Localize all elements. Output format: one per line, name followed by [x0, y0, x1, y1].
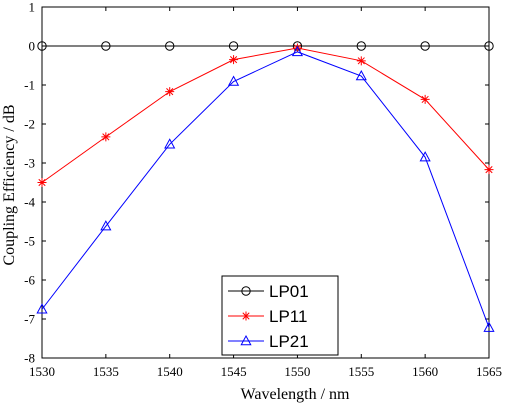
data-point	[419, 151, 431, 162]
data-point	[165, 87, 175, 97]
y-tick-label: -1	[24, 78, 35, 93]
legend-label: LP11	[269, 307, 307, 326]
data-point	[484, 165, 494, 175]
data-point	[229, 55, 239, 65]
series-line	[41, 51, 490, 328]
data-point	[101, 41, 111, 51]
x-axis-label: Wavelength / nm	[241, 386, 350, 403]
x-tick-label: 1535	[93, 364, 119, 379]
x-tick-label: 1540	[157, 364, 183, 379]
data-point	[36, 303, 48, 314]
data-point	[228, 41, 239, 51]
data-point	[484, 41, 494, 51]
series-lp01	[37, 41, 494, 51]
y-tick-label: -5	[24, 234, 35, 249]
legend-item-lp01: LP01	[228, 282, 309, 301]
series-line	[41, 47, 490, 183]
data-point	[165, 41, 175, 51]
y-axis-label: Coupling Efficiency / dB	[1, 104, 18, 265]
legend-marker	[241, 311, 251, 321]
x-tick-label: 1545	[221, 364, 247, 379]
data-point	[483, 321, 495, 332]
data-point	[37, 41, 47, 51]
series-lp21	[36, 45, 495, 332]
data-point	[420, 41, 430, 51]
legend-label: LP01	[269, 282, 309, 301]
legend-label: LP21	[269, 332, 309, 351]
data-point	[356, 41, 366, 51]
x-tick-label: 1550	[284, 364, 310, 379]
data-point	[100, 220, 112, 231]
legend: LP01 LP11 LP21	[221, 275, 339, 356]
x-tick-label: 1565	[476, 364, 502, 379]
y-tick-label: -7	[24, 312, 35, 327]
data-point	[164, 138, 176, 149]
y-tick-label: -6	[24, 273, 35, 288]
y-tick-label: 1	[29, 0, 36, 15]
data-point	[37, 178, 47, 187]
y-tick-label: -2	[24, 117, 35, 132]
data-point	[420, 94, 430, 104]
legend-item-lp21: LP21	[228, 332, 309, 351]
x-tick-label: 1560	[412, 364, 438, 379]
data-point	[355, 69, 367, 81]
series-layer	[36, 41, 495, 332]
y-tick-label: -3	[24, 156, 35, 171]
data-point	[292, 43, 302, 53]
y-tick-label: 0	[29, 39, 36, 54]
series-lp11	[37, 43, 494, 187]
x-tick-label: 1530	[29, 364, 55, 379]
legend-marker	[240, 334, 252, 346]
data-point	[291, 45, 304, 57]
y-tick-label: -4	[24, 195, 35, 210]
axis-ticks: 1530 1535 1540 1545 1550 1555 1560 1565 1 0 -1 -2 -3…	[24, 0, 502, 379]
x-tick-label: 1555	[348, 364, 374, 379]
data-point	[101, 132, 111, 142]
data-point	[227, 75, 240, 86]
legend-marker	[241, 286, 251, 296]
y-tick-label: -8	[24, 351, 35, 366]
data-point	[356, 56, 366, 66]
legend-item-lp11: LP11	[228, 307, 307, 326]
